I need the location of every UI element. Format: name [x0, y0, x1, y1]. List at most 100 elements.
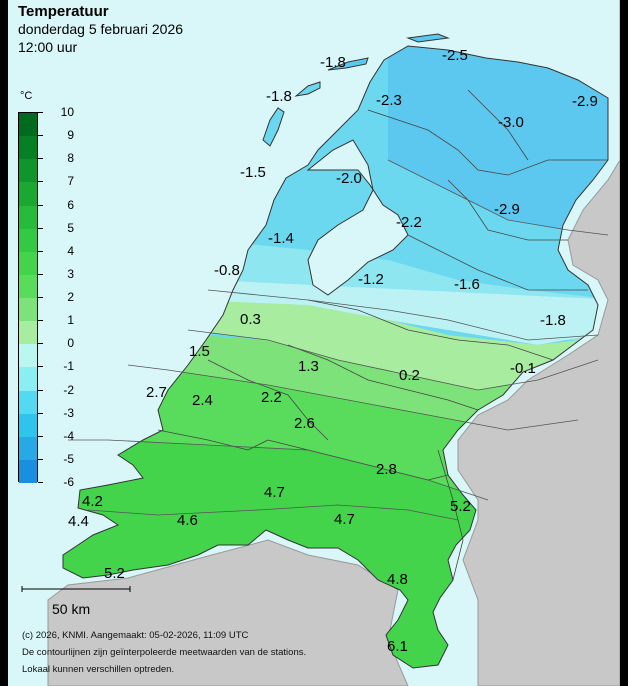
legend-tick-label: 10: [60, 105, 74, 119]
station-label: 2.2: [261, 389, 282, 406]
station-label: -2.0: [336, 170, 362, 187]
legend-tick: [38, 366, 43, 368]
station-label: 4.7: [334, 511, 355, 528]
legend-unit: °C: [20, 90, 33, 102]
station-label: -1.5: [240, 164, 266, 181]
province-borders: [157, 89, 608, 581]
temperature-map: -1.8 -2.5 -1.8 -2.3 -3.0 -2.9 -1.5 -2.0 …: [21, 0, 620, 686]
scale-bar: [21, 586, 131, 592]
legend-swatch: [19, 251, 37, 275]
legend-swatch: [19, 390, 37, 414]
legend-tick-label: -2: [63, 382, 74, 397]
date-subtitle: donderdag 5 februari 2026: [18, 21, 184, 37]
station-label: 4.7: [264, 484, 285, 501]
station-label: -0.1: [510, 360, 536, 377]
legend-tick: [38, 112, 43, 113]
station-label: 4.4: [68, 513, 89, 530]
legend-tick: [38, 204, 43, 206]
station-label: -1.8: [266, 88, 292, 105]
station-label: 1.5: [189, 343, 210, 360]
station-label: -1.4: [268, 230, 294, 247]
legend-tick-label: -1: [63, 359, 74, 374]
legend-swatch: [19, 413, 37, 437]
station-label: -2.9: [572, 93, 598, 110]
legend-swatch: [19, 321, 37, 345]
station-label: 5.2: [450, 498, 471, 515]
station-label: -1.6: [454, 276, 480, 293]
legend-tick: [38, 482, 43, 483]
legend-swatch: [19, 459, 37, 483]
station-label: 0.2: [399, 367, 420, 384]
legend-tick: [38, 250, 43, 252]
legend-tick: [38, 273, 43, 275]
legend-tick: [38, 181, 43, 183]
station-label: 5.2: [104, 565, 125, 582]
station-label: -1.2: [358, 271, 384, 288]
station-label: -2.3: [376, 92, 402, 109]
legend-swatch: [19, 344, 37, 368]
footer-note: De contourlijnen zijn geïnterpoleerde me…: [22, 647, 307, 658]
legend-tick-label: 8: [67, 151, 74, 166]
legend-swatch: [19, 182, 37, 206]
legend-tick: [38, 389, 43, 391]
station-label: 4.6: [177, 512, 198, 529]
legend-tick-label: -6: [63, 475, 74, 489]
legend-tick: [38, 343, 43, 345]
legend-tick: [38, 412, 43, 414]
legend-tick: [38, 227, 43, 229]
legend-tick-label: 5: [67, 220, 74, 235]
station-label: 4.2: [82, 493, 103, 510]
legend-swatch: [19, 228, 37, 252]
time-label: 12:00 uur: [18, 39, 78, 55]
legend-tick: [38, 158, 43, 160]
weather-map-frame: -1.8 -2.5 -1.8 -2.3 -3.0 -2.9 -1.5 -2.0 …: [8, 0, 620, 686]
scale-label: 50 km: [52, 601, 91, 617]
legend-tick-label: -3: [63, 405, 74, 420]
legend-tick: [38, 135, 43, 137]
legend-swatch: [19, 298, 37, 322]
legend-tick-label: 0: [67, 336, 74, 351]
legend-tick-label: 4: [67, 243, 74, 258]
color-legend: [18, 112, 38, 483]
contour-lines: [68, 159, 609, 521]
station-label: 4.8: [387, 571, 408, 588]
legend-tick-label: -4: [63, 428, 74, 443]
page-title: Temperatuur: [18, 3, 109, 20]
station-label: 2.7: [146, 384, 167, 401]
legend-tick: [38, 435, 43, 437]
legend-tick: [38, 297, 43, 298]
legend-swatch: [19, 136, 37, 160]
station-label: 2.8: [376, 461, 397, 478]
station-label: 6.1: [387, 638, 408, 655]
legend-tick-label: 9: [67, 128, 74, 143]
legend-swatch: [19, 113, 37, 137]
legend-tick-label: 3: [67, 266, 74, 281]
legend-tick: [38, 320, 43, 322]
station-label: -3.0: [498, 114, 524, 131]
wadden-island-2: [294, 81, 321, 97]
station-label: 2.6: [294, 415, 315, 432]
wadden-island-1: [262, 107, 285, 147]
legend-swatch: [19, 367, 37, 391]
wadden-island-4: [406, 33, 450, 43]
wadden-island-3: [327, 57, 369, 71]
legend-tick-label: -5: [63, 451, 74, 466]
legend-tick-label: 2: [67, 290, 74, 304]
station-label: 0.3: [240, 311, 261, 328]
legend-swatch: [19, 159, 37, 183]
station-label: -2.9: [494, 201, 520, 218]
station-label: -2.2: [396, 214, 422, 231]
legend-swatch: [19, 274, 37, 298]
station-label: 2.4: [192, 392, 213, 409]
netherlands-outline: [62, 45, 609, 669]
station-label: -1.8: [320, 54, 346, 71]
legend-swatch: [19, 205, 37, 229]
footer-copyright: (c) 2026, KNMI. Aangemaakt: 05-02-2026, …: [22, 630, 249, 641]
station-label: 1.3: [298, 358, 319, 375]
germany-area: [457, 0, 620, 686]
legend-tick-label: 7: [67, 174, 74, 189]
legend-swatch: [19, 436, 37, 460]
footer-note-2: Lokaal kunnen verschillen optreden.: [22, 664, 175, 675]
ijsselmeer: [306, 139, 409, 296]
legend-tick-label: 1: [67, 313, 74, 328]
